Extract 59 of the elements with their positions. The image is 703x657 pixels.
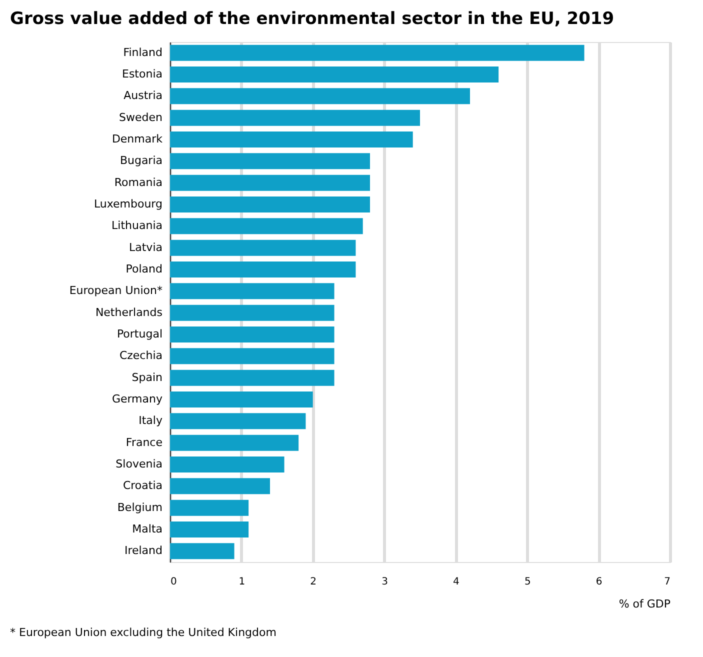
- y-tick-label: Spain: [132, 370, 163, 384]
- bar: [170, 174, 370, 191]
- bar: [170, 413, 306, 430]
- y-tick-label: Italy: [138, 414, 163, 428]
- y-tick-label: Estonia: [122, 68, 162, 80]
- y-tick-label: Luxembourg: [94, 198, 162, 210]
- bar: [170, 44, 584, 61]
- x-tick-label: 4: [453, 576, 460, 588]
- bar: [170, 240, 356, 256]
- x-tick-label: 5: [524, 576, 531, 588]
- y-tick-label: France: [126, 436, 163, 449]
- y-tick-label: European Union*: [69, 284, 163, 298]
- x-tick-label: 7: [664, 576, 670, 588]
- bar: [170, 218, 363, 234]
- y-tick-label: Austria: [124, 89, 162, 102]
- bar: [170, 110, 420, 126]
- bar: [170, 153, 370, 170]
- y-tick-label: Latvia: [129, 240, 162, 254]
- bar: [170, 348, 334, 364]
- x-tick-label: 2: [310, 576, 317, 588]
- x-axis-title: % of GDP: [618, 598, 671, 610]
- y-tick-label: Poland: [126, 262, 162, 276]
- bar: [170, 66, 499, 82]
- bar: [170, 456, 284, 472]
- y-tick-label: Czechia: [119, 349, 162, 362]
- y-tick-label: Ireland: [124, 544, 162, 558]
- bar: [170, 88, 470, 104]
- text: * European Union excluding the United Kingdom: [10, 626, 276, 639]
- bar: [170, 196, 370, 212]
- y-tick-label: Malta: [132, 522, 162, 536]
- x-tick-label: 3: [382, 576, 388, 588]
- y-tick-label: Slovenia: [116, 458, 162, 470]
- x-tick-label: 0: [170, 576, 177, 588]
- y-tick-label: Romania: [114, 176, 162, 189]
- y-tick-label: Croatia: [122, 479, 162, 492]
- y-tick-label: Finland: [123, 46, 162, 59]
- bar: [170, 370, 334, 386]
- y-tick-label: Belgium: [117, 500, 162, 514]
- x-tick-label: 1: [238, 576, 246, 588]
- y-tick-label: Germany: [112, 392, 163, 406]
- bar: [170, 543, 234, 560]
- bar: [170, 500, 249, 516]
- bar: [170, 283, 334, 300]
- bar: [170, 262, 356, 278]
- x-tick-label: 6: [596, 576, 602, 588]
- bar: [170, 478, 270, 494]
- y-tick-label: Denmark: [112, 132, 164, 146]
- bar: [170, 392, 313, 408]
- y-tick-label: Netherlands: [95, 306, 163, 319]
- bar: [170, 326, 334, 342]
- chart-title: Gross value added of the environmental sector in the EU, 2019: [10, 9, 614, 29]
- bar: [170, 434, 299, 451]
- y-tick-label: Sweden: [119, 110, 163, 124]
- y-tick-label: Portugal: [116, 328, 162, 340]
- bar: [170, 132, 413, 148]
- y-tick-label: Lithuania: [112, 219, 162, 232]
- bar: [170, 304, 334, 321]
- bar: [170, 522, 249, 538]
- y-tick-label: Bugaria: [120, 154, 162, 168]
